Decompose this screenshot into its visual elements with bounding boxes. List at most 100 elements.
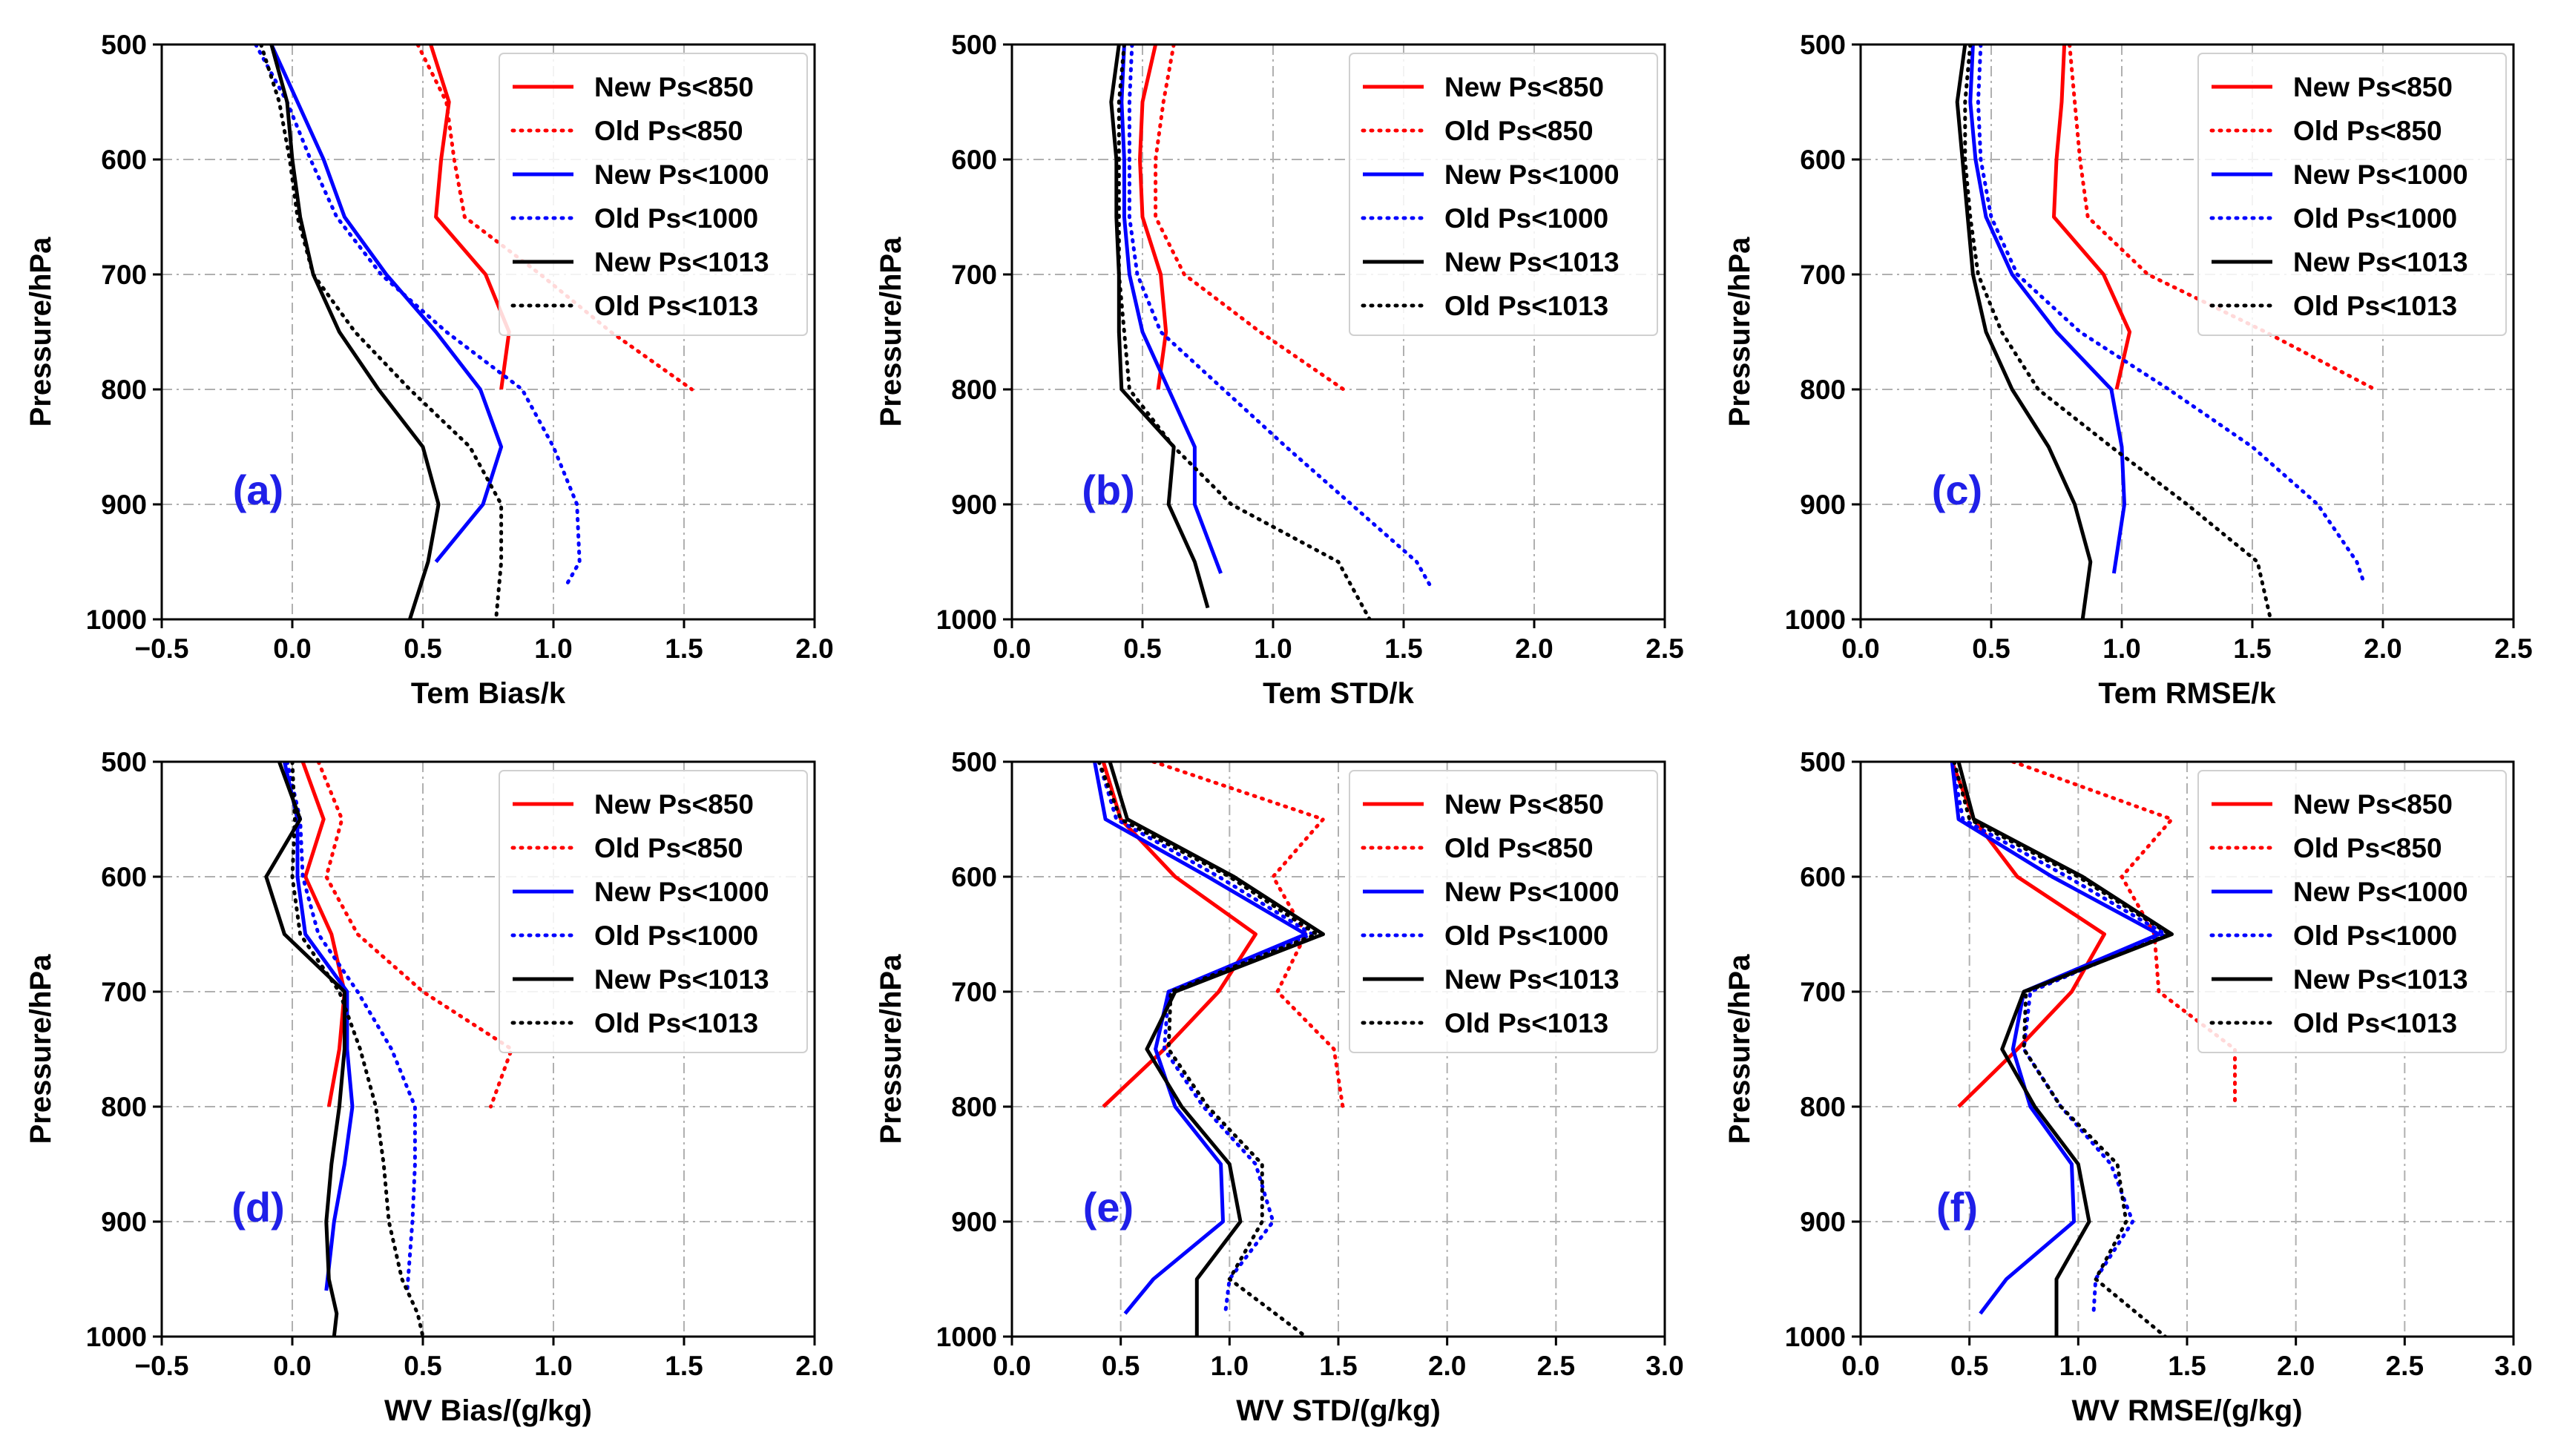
legend-entry: Old Ps<1013 [2293, 291, 2457, 321]
x-tick-label: 2.0 [795, 633, 833, 664]
legend-entry: Old Ps<850 [594, 833, 743, 863]
y-tick-label: 900 [101, 490, 147, 520]
x-tick-label: 0.0 [273, 1351, 311, 1381]
x-tick-label: −0.5 [134, 633, 188, 664]
y-tick-label: 700 [951, 260, 997, 290]
legend: New Ps<850 Old Ps<850 New Ps<1000 Old Ps<10… [499, 53, 807, 335]
series-line [1957, 45, 2091, 619]
legend-entry: Old Ps<1013 [2293, 1008, 2457, 1038]
legend-entry: Old Ps<850 [2293, 116, 2442, 146]
x-tick-label: 2.0 [2364, 633, 2401, 664]
series-group [1095, 762, 1343, 1337]
y-tick-label: 600 [101, 862, 147, 892]
legend-entry: New Ps<1013 [2293, 247, 2468, 277]
x-tick-label: 1.5 [1384, 633, 1422, 664]
legend-entry: New Ps<1013 [2293, 964, 2468, 995]
legend-entry: Old Ps<1013 [1444, 1008, 1608, 1038]
chart-panel: 0.0 0.5 1.0 1.5 2.0 2.5 500 600 700 800 900 1000 Tem… [875, 30, 1684, 710]
series-line [1959, 762, 2172, 1337]
x-tick-label: 0.0 [1841, 633, 1879, 664]
legend-entry: New Ps<1013 [594, 247, 769, 277]
y-tick-label: 700 [1800, 260, 1846, 290]
x-tick-label: 0.5 [1972, 633, 2010, 664]
y-tick-label: 900 [1800, 490, 1846, 520]
legend-entry: New Ps<850 [1444, 789, 1604, 820]
legend-entry: New Ps<1000 [2293, 159, 2468, 190]
x-tick-label: 0.5 [404, 633, 441, 664]
series-line [1952, 762, 2104, 1107]
panel-label: (f) [1936, 1184, 1978, 1231]
legend-entry: New Ps<850 [1444, 72, 1604, 102]
x-tick-label: 1.5 [665, 633, 703, 664]
y-tick-label: 500 [951, 747, 997, 777]
legend-entry: New Ps<850 [2293, 789, 2453, 820]
figure: −0.5 0.0 0.5 1.0 1.5 2.05006007008009001000Te… [0, 0, 2558, 1456]
legend-entry: Old Ps<1000 [594, 920, 758, 951]
y-tick-label: 600 [101, 145, 147, 175]
y-tick-label: 700 [101, 260, 147, 290]
y-tick-label: 800 [1800, 375, 1846, 405]
y-axis-label: Pressure/hPa [875, 954, 907, 1144]
panel-label: (d) [231, 1184, 285, 1231]
x-tick-label: 0.0 [993, 633, 1030, 664]
series-line [1954, 762, 2169, 1337]
x-tick-label: 0.0 [1841, 1351, 1879, 1381]
series-line [1099, 762, 1316, 1337]
y-tick-label: 500 [101, 30, 147, 60]
series-line [1110, 762, 1324, 1337]
x-tick-label: 1.0 [1254, 633, 1292, 664]
x-tick-label: 3.0 [1645, 1351, 1683, 1381]
y-tick-label: 800 [951, 375, 997, 405]
y-tick-label: 1000 [86, 605, 147, 635]
series-group [1952, 762, 2235, 1337]
x-tick-label: 1.5 [2233, 633, 2271, 664]
y-tick-label: 500 [1800, 30, 1846, 60]
y-tick-label: 1000 [1785, 605, 1846, 635]
legend-entry: New Ps<1000 [1444, 159, 1620, 190]
series-line [1119, 45, 1370, 619]
x-tick-label: 3.0 [2494, 1351, 2532, 1381]
x-tick-label: 1.5 [1319, 1351, 1357, 1381]
y-tick-label: 600 [951, 862, 997, 892]
chart-panel: 0.0 0.5 1.0 1.5 2.0 2.5 3.0 500 600 700 800 900 1000… [1723, 747, 2533, 1427]
series-line [272, 45, 502, 562]
legend-entry: Old Ps<1000 [2293, 203, 2457, 234]
x-tick-label: 1.0 [534, 633, 572, 664]
series-line [1156, 45, 1344, 389]
y-tick-label: 900 [951, 490, 997, 520]
legend-entry: Old Ps<1000 [1444, 203, 1608, 234]
series-line [303, 762, 344, 1107]
y-tick-label: 800 [1800, 1092, 1846, 1122]
legend: New Ps<850 Old Ps<850 New Ps<1000 Old Ps<10… [1349, 771, 1657, 1053]
x-tick-label: 0.5 [404, 1351, 441, 1381]
legend-entry: New Ps<1013 [594, 964, 769, 995]
y-tick-label: 600 [951, 145, 997, 175]
x-tick-label: 2.0 [2277, 1351, 2315, 1381]
y-tick-label: 500 [951, 30, 997, 60]
legend-entry: New Ps<1000 [2293, 877, 2468, 907]
x-tick-label: 2.5 [2386, 1351, 2424, 1381]
y-tick-label: 700 [951, 977, 997, 1007]
legend-entry: Old Ps<1013 [594, 291, 758, 321]
x-axis-label: WV RMSE/(g/kg) [2071, 1394, 2302, 1427]
y-tick-label: 900 [1800, 1207, 1846, 1237]
y-tick-label: 900 [951, 1207, 997, 1237]
series-line [292, 762, 423, 1337]
x-axis-label: WV Bias/(g/kg) [384, 1394, 592, 1427]
y-tick-label: 1000 [936, 1322, 997, 1352]
y-tick-label: 500 [101, 747, 147, 777]
x-tick-label: 2.0 [795, 1351, 833, 1381]
legend-entry: Old Ps<1013 [1444, 291, 1608, 321]
y-tick-label: 900 [101, 1207, 147, 1237]
legend-entry: Old Ps<850 [594, 116, 743, 146]
chart-panel: −0.5 0.0 0.5 1.0 1.5 2.0 500 600 700 800 900 1000 WV… [24, 747, 834, 1427]
legend-entry: Old Ps<1000 [1444, 920, 1608, 951]
x-tick-label: 0.5 [1102, 1351, 1140, 1381]
series-line [1099, 762, 1312, 1314]
y-axis-label: Pressure/hPa [24, 954, 57, 1144]
legend: New Ps<850 Old Ps<850 New Ps<1000 Old Ps<10… [2198, 53, 2506, 335]
x-tick-label: 1.5 [665, 1351, 703, 1381]
legend-entry: New Ps<1000 [1444, 877, 1620, 907]
x-tick-label: 2.5 [1645, 633, 1683, 664]
legend-entry: Old Ps<850 [2293, 833, 2442, 863]
